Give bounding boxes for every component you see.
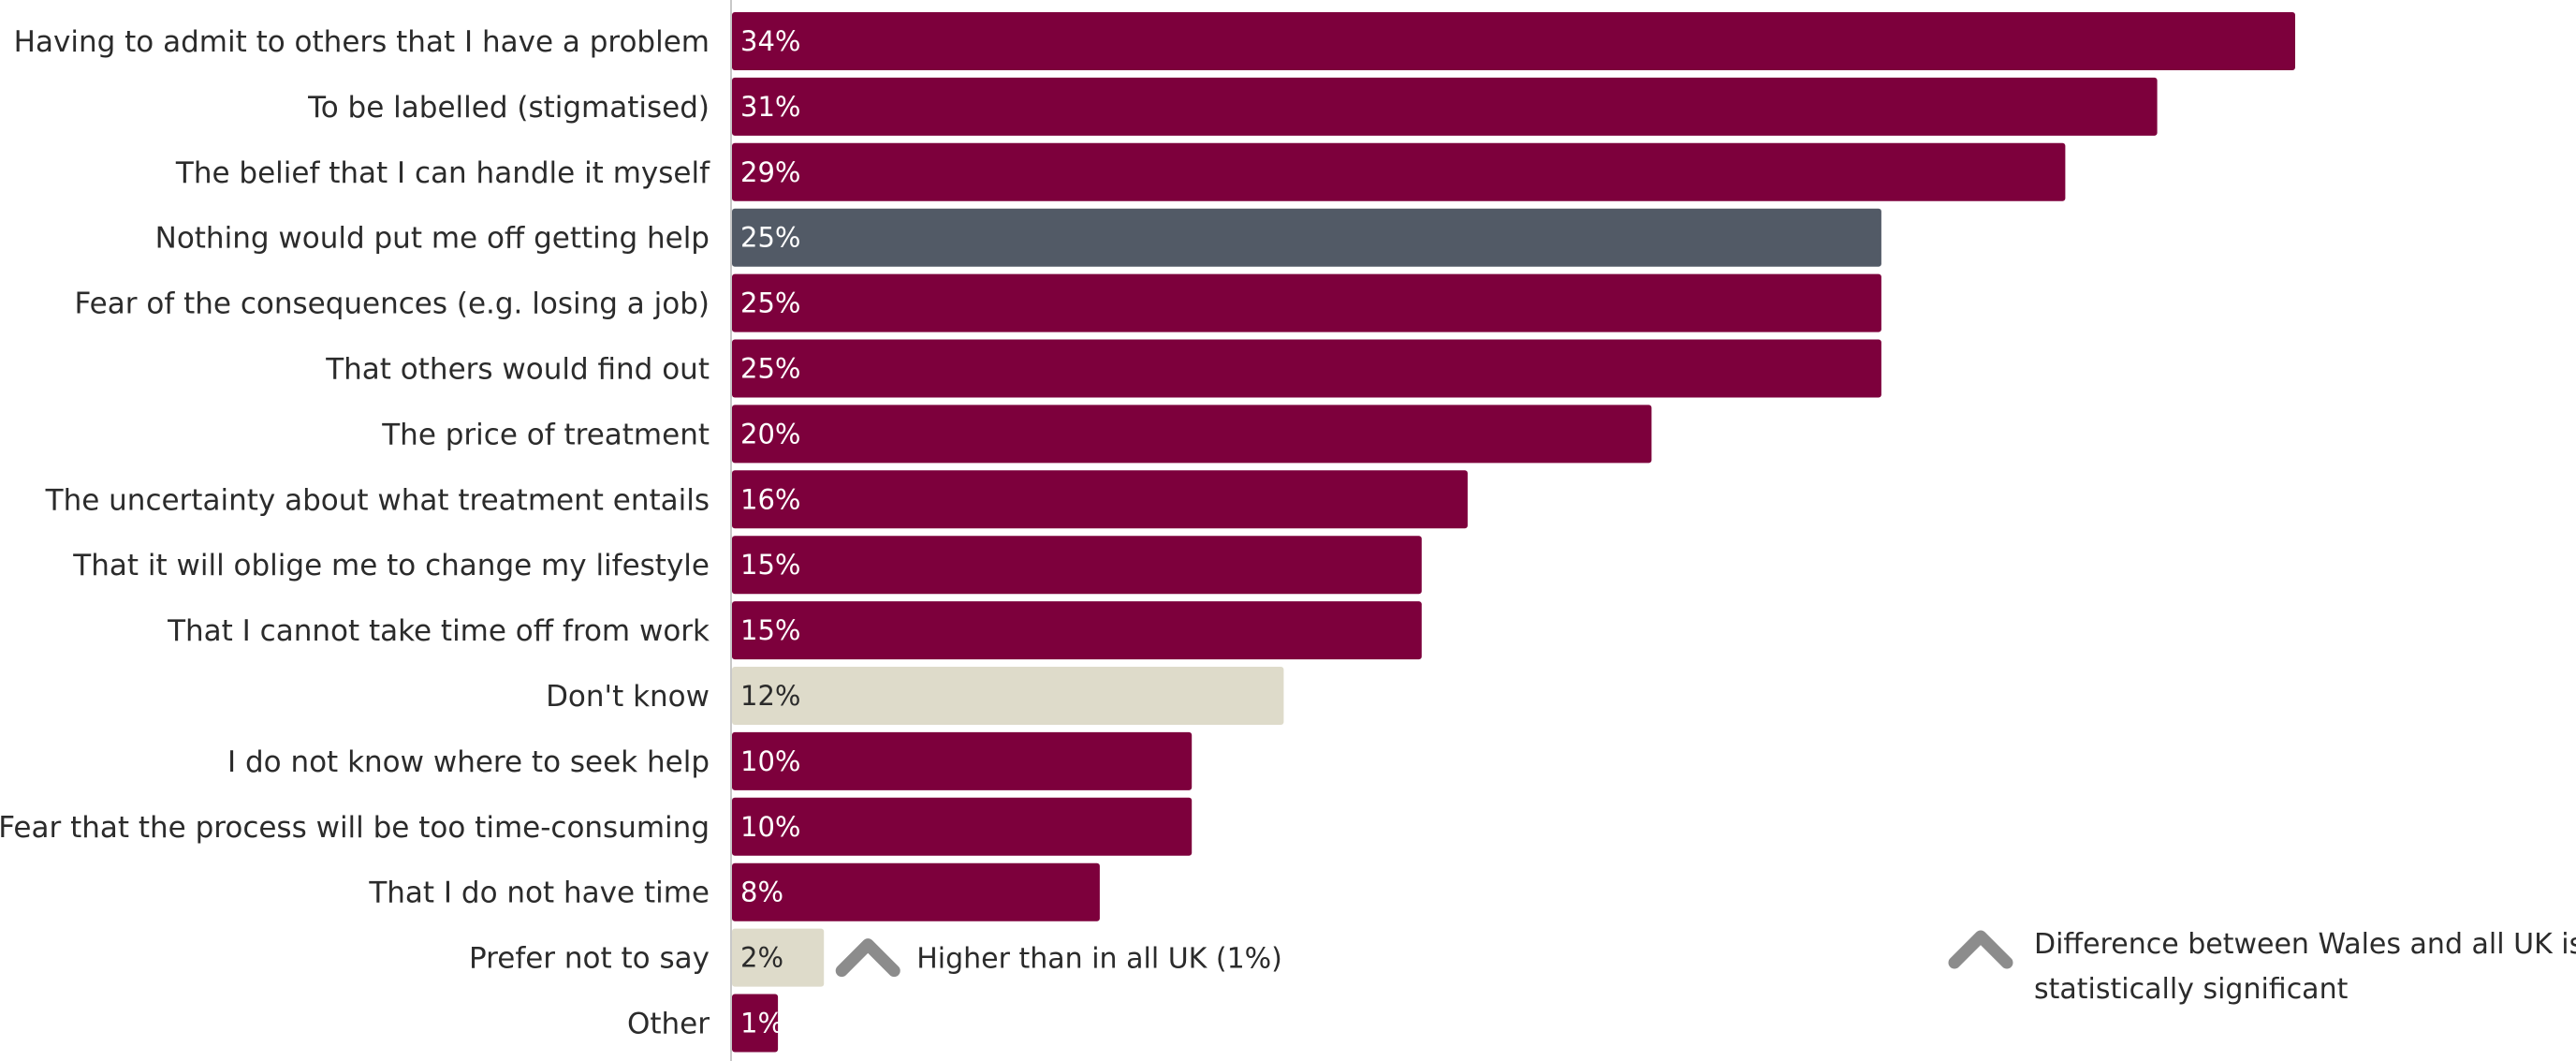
category-label: Other <box>627 1008 710 1041</box>
bar <box>732 862 1100 921</box>
value-label: 25% <box>740 287 800 319</box>
significance-legend: Difference between Wales and all UK is s… <box>1948 928 2576 1006</box>
bar-row-the-uncertainty-about-what-treatment-entails: The uncertainty about what treatment ent… <box>45 470 1468 529</box>
chevron-up-icon <box>1948 930 2013 969</box>
bar <box>732 208 1881 267</box>
category-label: I do not know where to seek help <box>227 745 710 779</box>
bar <box>732 797 1193 856</box>
value-label: 2% <box>740 942 783 974</box>
value-label: 20% <box>740 418 800 449</box>
bar <box>732 273 1881 332</box>
bar-row-don-t-know: Don't know 12% <box>546 667 1284 725</box>
value-label: 10% <box>740 745 800 777</box>
category-label: Nothing would put me off getting help <box>155 222 710 256</box>
category-label: Don't know <box>546 680 710 714</box>
bar-row-the-price-of-treatment: The price of treatment 20% <box>381 405 1652 464</box>
value-label: 16% <box>740 483 800 515</box>
bar <box>732 731 1193 790</box>
value-label: 10% <box>740 811 800 843</box>
category-label: Fear that the process will be too time-c… <box>0 811 710 845</box>
bar <box>732 12 2295 70</box>
bar <box>732 405 1652 464</box>
bar-row-that-i-cannot-take-time-off-from-work: That I cannot take time off from work 15% <box>167 601 1422 660</box>
bar-row-that-others-would-find-out: That others would find out 25% <box>325 339 1881 398</box>
bar-row-that-i-do-not-have-time: That I do not have time 8% <box>368 862 1100 921</box>
value-label: 34% <box>740 25 800 57</box>
bar <box>732 339 1881 398</box>
category-label: That I do not have time <box>368 877 710 910</box>
bar-row-fear-that-the-process-will-be-too-time-consuming: Fear that the process will be too time-c… <box>0 797 1193 856</box>
category-label: The belief that I can handle it myself <box>175 156 710 190</box>
bar-row-the-belief-that-i-can-handle-it-myself: The belief that I can handle it myself 29… <box>175 142 2066 201</box>
bar <box>732 667 1284 725</box>
value-label: 1% <box>740 1008 783 1039</box>
value-label: 29% <box>740 156 800 188</box>
value-label: 15% <box>740 614 800 646</box>
legend-text-line-2: statistically significant <box>2034 973 2349 1006</box>
bar <box>732 994 779 1053</box>
category-label: The price of treatment <box>381 418 710 451</box>
value-label: 25% <box>740 353 800 385</box>
bar-row-i-do-not-know-where-to-seek-help: I do not know where to seek help 10% <box>227 731 1193 790</box>
bar <box>732 77 2158 136</box>
bar <box>732 470 1468 529</box>
value-label: 31% <box>740 91 800 123</box>
bar-row-prefer-not-to-say: Prefer not to say 2% <box>469 928 825 987</box>
bar-row-to-be-labelled-stigmatised: To be labelled (stigmatised) 31% <box>307 77 2158 136</box>
bar <box>732 536 1422 595</box>
bar <box>732 601 1422 660</box>
bar-row-fear-of-the-consequences-e-g-losing-a-job: Fear of the consequences (e.g. losing a … <box>75 273 1881 332</box>
annotation-layer: Higher than in all UK (1%) <box>835 938 1282 978</box>
category-label: The uncertainty about what treatment ent… <box>45 483 710 517</box>
value-label: 15% <box>740 549 800 581</box>
category-label: To be labelled (stigmatised) <box>307 91 710 125</box>
legend-text-line-1: Difference between Wales and all UK is <box>2034 928 2576 961</box>
bar-row-having-to-admit-to-others-that-i-have-a-problem: Having to admit to others that I have a … <box>14 12 2295 70</box>
value-label: 12% <box>740 680 800 712</box>
category-label: That others would find out <box>325 353 710 387</box>
value-label: 25% <box>740 222 800 254</box>
bar-row-nothing-would-put-me-off-getting-help: Nothing would put me off getting help 25% <box>155 208 1881 267</box>
bar-row-other: Other 1% <box>627 994 783 1053</box>
value-label: 8% <box>740 877 783 908</box>
bar <box>732 142 2066 201</box>
category-label: That I cannot take time off from work <box>167 614 710 648</box>
category-label: That it will oblige me to change my life… <box>72 549 710 582</box>
chevron-up-icon <box>835 938 900 978</box>
category-label: Having to admit to others that I have a … <box>14 25 710 59</box>
bars-layer: Having to admit to others that I have a … <box>0 12 2295 1053</box>
annotation-text: Higher than in all UK (1%) <box>916 943 1282 976</box>
category-label: Fear of the consequences (e.g. losing a … <box>75 287 710 321</box>
category-label: Prefer not to say <box>469 942 710 976</box>
bar-row-that-it-will-oblige-me-to-change-my-lifestyle: That it will oblige me to change my life… <box>72 536 1422 595</box>
bar <box>732 928 825 987</box>
